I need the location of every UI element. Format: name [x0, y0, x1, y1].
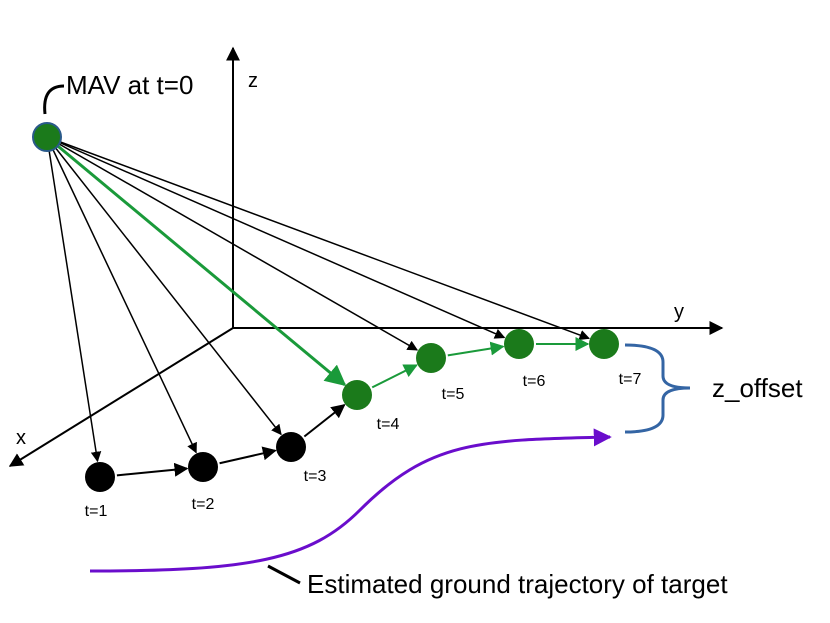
step	[447, 341, 505, 357]
point	[276, 432, 306, 462]
ray	[46, 136, 419, 351]
mav-leader	[43, 84, 65, 115]
point	[416, 343, 446, 373]
ground-trajectory	[89, 428, 612, 573]
y-label: y	[674, 301, 684, 323]
ray	[46, 136, 506, 339]
z-label: z	[248, 70, 258, 92]
step	[371, 364, 418, 389]
trajectory-label: Estimated ground trajectory of target	[307, 569, 728, 599]
mav-node	[32, 122, 62, 152]
point-label: t=2	[192, 496, 215, 513]
trajectory-leader	[267, 564, 301, 585]
chain	[116, 337, 590, 477]
z-offset-label: z_offset	[712, 373, 803, 403]
x-axis	[8, 327, 234, 467]
point-label: t=5	[442, 386, 465, 403]
mav-label: MAV at t=0	[66, 70, 193, 100]
point-label: t=6	[523, 373, 546, 390]
point	[85, 462, 115, 492]
point	[342, 380, 372, 410]
point	[504, 329, 534, 359]
z-offset-brace	[624, 343, 691, 434]
point-label: t=1	[85, 503, 108, 520]
point-label: t=7	[619, 371, 642, 388]
point	[589, 329, 619, 359]
point-label: t=4	[377, 416, 400, 433]
step	[219, 446, 277, 465]
ray	[46, 136, 102, 463]
step	[116, 462, 189, 477]
ray	[46, 135, 347, 387]
x-label: x	[16, 427, 26, 449]
axes	[8, 46, 724, 467]
ray	[46, 136, 282, 436]
point	[188, 452, 218, 482]
nodes: t=1 t=2 t=3 t=4 t=5 t=6 t=7	[85, 329, 642, 520]
rays	[46, 135, 590, 463]
step	[303, 404, 346, 438]
point-label: t=3	[304, 468, 327, 485]
ray	[46, 136, 197, 454]
ray	[46, 136, 590, 341]
